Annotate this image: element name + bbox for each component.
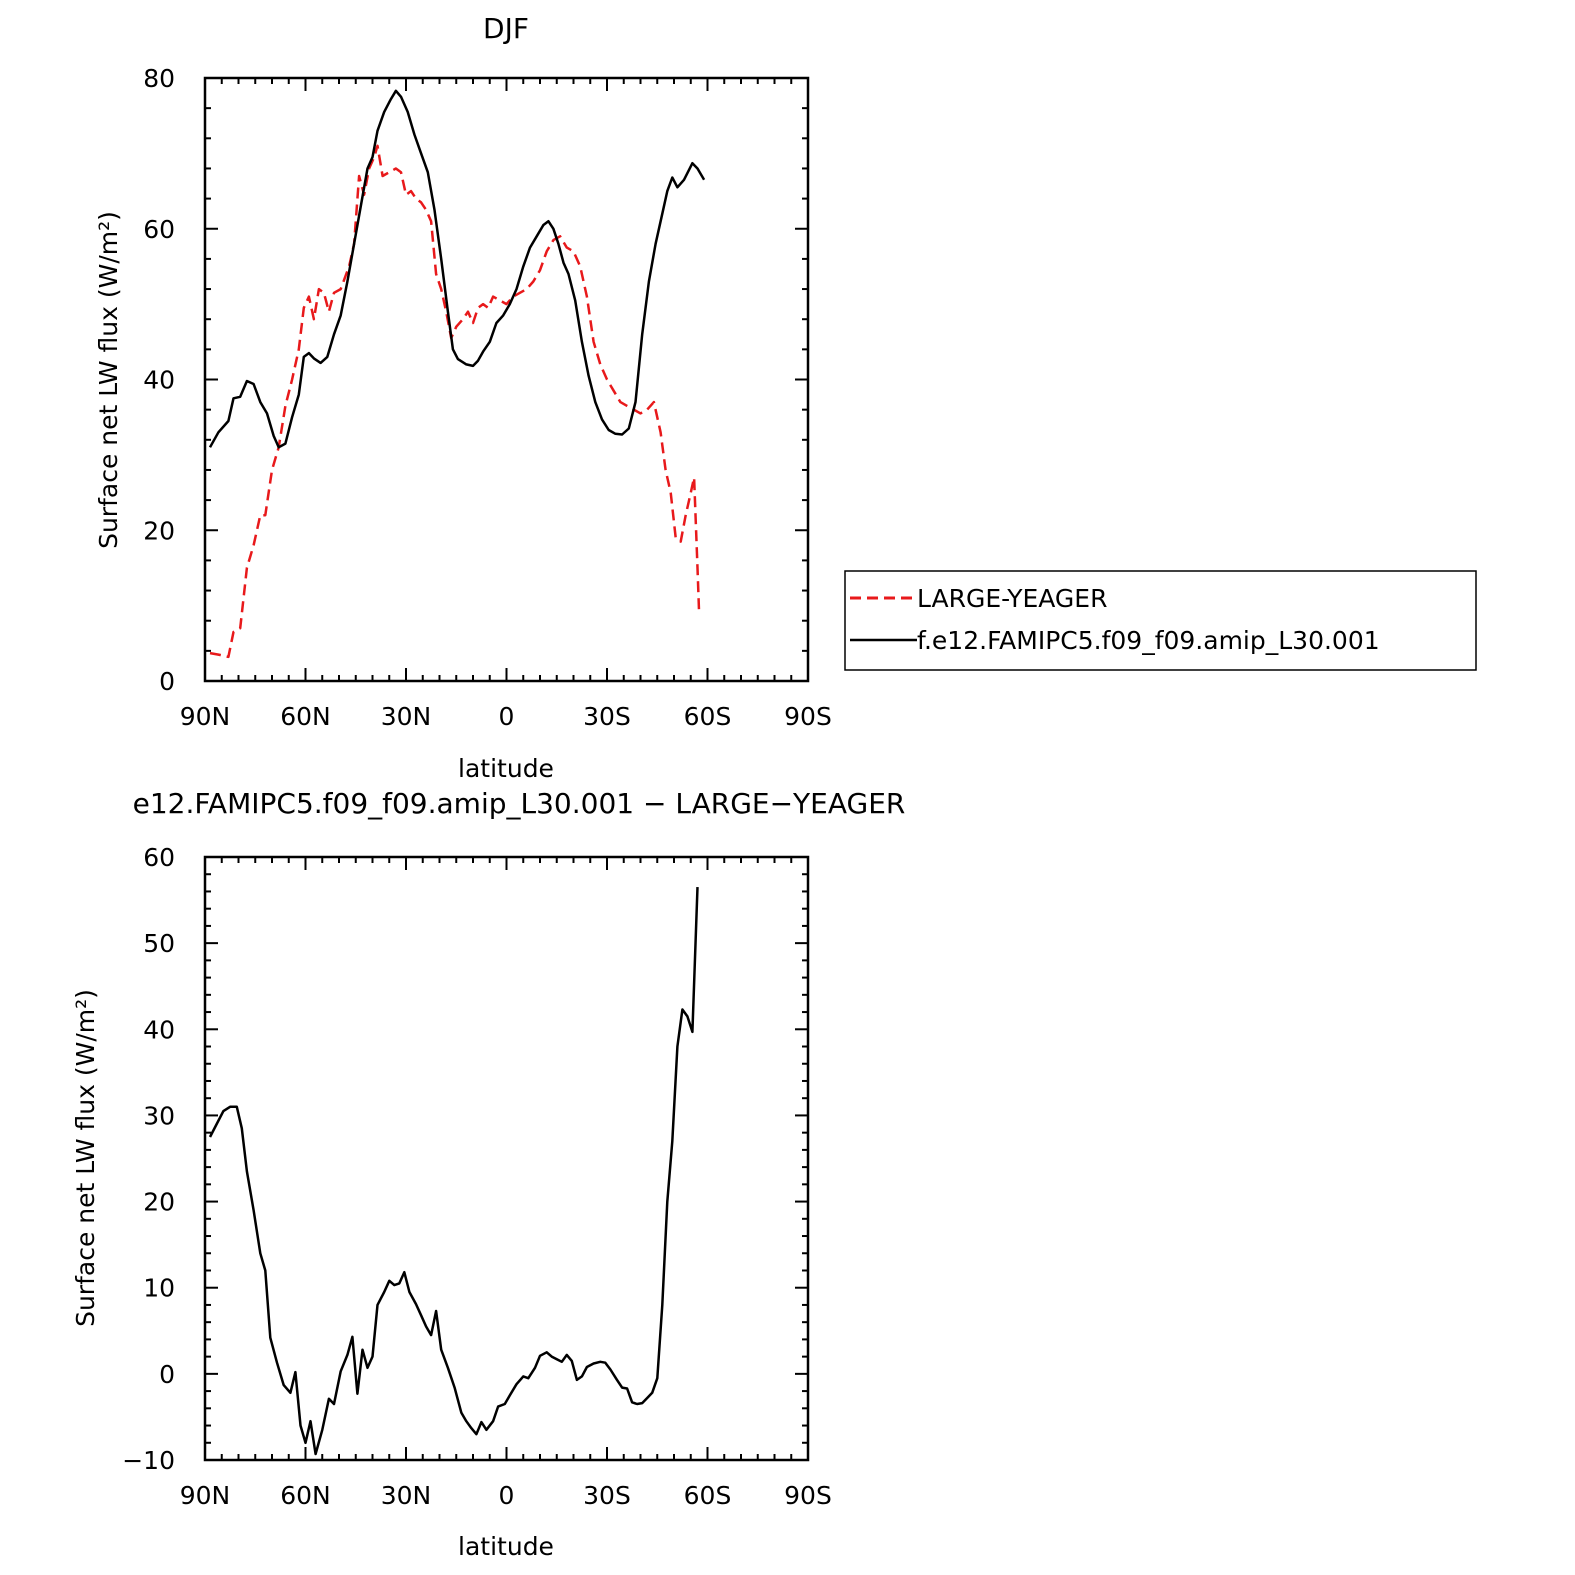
x-tick-label: 0 xyxy=(499,702,515,731)
top-panel-title: DJF xyxy=(483,12,529,45)
top-legend: LARGE-YEAGER f.e12.FAMIPC5.f09_f09.amip_… xyxy=(844,570,1477,671)
top-x-axis-label: latitude xyxy=(458,754,554,783)
y-tick-label: 30 xyxy=(143,1101,175,1130)
x-tick-label: 90S xyxy=(784,702,832,731)
bottom-axis-ticks xyxy=(204,856,809,1461)
y-tick-label: 80 xyxy=(143,64,175,93)
top-axis-ticks xyxy=(204,77,809,682)
bottom-panel-difference: e12.FAMIPC5.f09_f09.amip_L30.001 − LARGE… xyxy=(71,787,905,1561)
bottom-plot-frame xyxy=(203,855,810,1462)
bottom-y-tick-labels: −10 0 10 20 30 40 50 60 xyxy=(122,843,175,1475)
y-tick-label: 0 xyxy=(159,667,175,696)
bottom-panel-title: e12.FAMIPC5.f09_f09.amip_L30.001 − LARGE… xyxy=(133,787,906,820)
x-tick-label: 0 xyxy=(499,1481,515,1510)
top-y-tick-labels: 0 20 40 60 80 xyxy=(143,64,175,696)
legend-label-model: f.e12.FAMIPC5.f09_f09.amip_L30.001 xyxy=(917,626,1380,655)
y-tick-label: −10 xyxy=(122,1446,175,1475)
x-tick-label: 30N xyxy=(381,702,432,731)
x-tick-label: 90N xyxy=(180,702,231,731)
x-tick-label: 60S xyxy=(684,1481,732,1510)
top-panel-djf: DJF 90N 60N 30N 0 30S 60S 90S 0 20 40 60 80 latitu… xyxy=(94,12,1477,783)
legend-label-large-yeager: LARGE-YEAGER xyxy=(917,584,1107,613)
x-tick-label: 90S xyxy=(784,1481,832,1510)
bottom-x-tick-labels: 90N 60N 30N 0 30S 60S 90S xyxy=(180,1481,832,1510)
bottom-y-axis-label: Surface net LW flux (W/m²) xyxy=(71,989,100,1327)
x-tick-label: 60N xyxy=(280,1481,331,1510)
top-series-line-1 xyxy=(208,89,706,449)
y-tick-label: 60 xyxy=(143,215,175,244)
x-tick-label: 90N xyxy=(180,1481,231,1510)
top-series-lines xyxy=(208,89,706,659)
y-tick-label: 40 xyxy=(143,1015,175,1044)
y-tick-label: 20 xyxy=(143,1188,175,1217)
bottom-x-axis-label: latitude xyxy=(458,1532,554,1561)
bottom-series-lines xyxy=(208,887,699,1456)
top-y-axis-label: Surface net LW flux (W/m²) xyxy=(94,211,123,549)
y-tick-label: 0 xyxy=(159,1360,175,1389)
bottom-series-line-0 xyxy=(208,887,699,1456)
top-plot-frame xyxy=(203,76,810,683)
legend-box xyxy=(844,570,1477,671)
x-tick-label: 30S xyxy=(583,1481,631,1510)
y-tick-label: 20 xyxy=(143,516,175,545)
x-tick-label: 60S xyxy=(684,702,732,731)
x-tick-label: 30S xyxy=(583,702,631,731)
top-series-line-0 xyxy=(209,144,701,659)
x-tick-label: 30N xyxy=(381,1481,432,1510)
top-x-tick-labels: 90N 60N 30N 0 30S 60S 90S xyxy=(180,702,832,731)
y-tick-label: 40 xyxy=(143,366,175,395)
y-tick-label: 50 xyxy=(143,929,175,958)
y-tick-label: 10 xyxy=(143,1274,175,1303)
x-tick-label: 60N xyxy=(280,702,331,731)
y-tick-label: 60 xyxy=(143,843,175,872)
